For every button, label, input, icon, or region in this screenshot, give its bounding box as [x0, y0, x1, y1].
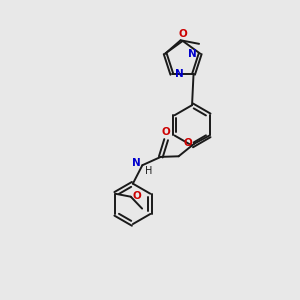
Text: H: H — [145, 166, 153, 176]
Text: N: N — [132, 158, 141, 168]
Text: N: N — [188, 49, 197, 59]
Text: O: O — [178, 28, 187, 38]
Text: O: O — [184, 138, 192, 148]
Text: O: O — [133, 191, 141, 201]
Text: O: O — [161, 127, 170, 137]
Text: N: N — [175, 69, 184, 79]
